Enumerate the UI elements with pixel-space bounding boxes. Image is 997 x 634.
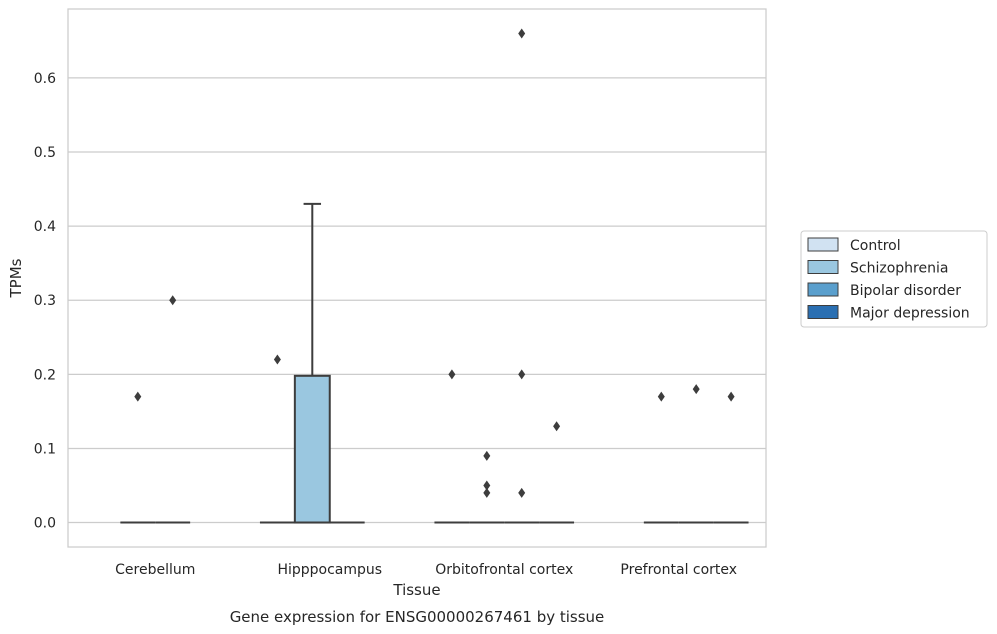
x-tick-labels: Cerebellum Hipppocampus Orbitofrontal cort… <box>115 562 737 578</box>
y-tick-label: 0.2 <box>34 367 56 383</box>
legend-label: Major depression <box>850 306 970 322</box>
y-tick-label: 0.5 <box>34 145 56 161</box>
outlier-point <box>273 354 281 365</box>
legend-swatch <box>807 282 839 297</box>
outlier-point <box>134 391 142 402</box>
y-tick-label: 0.6 <box>34 71 56 87</box>
outlier-point <box>657 391 665 402</box>
legend: Control Schizophrenia Bipolar disorder Majo… <box>800 230 988 328</box>
outlier-point <box>448 369 456 380</box>
y-tick-labels: 0.0 0.1 0.2 0.3 0.4 0.5 0.6 <box>34 71 56 532</box>
outlier-point <box>518 487 526 498</box>
legend-swatch <box>807 237 839 252</box>
outlier-point <box>169 295 177 306</box>
y-axis-label: TPMs <box>7 258 25 298</box>
boxes <box>120 202 749 524</box>
legend-items: Control Schizophrenia Bipolar disorder Majo… <box>807 237 970 322</box>
outlier-point <box>727 391 735 402</box>
legend-swatch <box>807 260 839 274</box>
outlier-point <box>483 450 491 461</box>
legend-label: Schizophrenia <box>850 261 948 277</box>
grid-lines <box>68 77 766 524</box>
x-tick-label: Hipppocampus <box>277 562 382 578</box>
legend-swatch <box>807 305 839 319</box>
outlier-point <box>553 421 561 432</box>
box-body <box>293 374 331 524</box>
y-tick-label: 0.3 <box>34 293 56 309</box>
plot-frame <box>67 8 767 548</box>
outlier-point <box>483 480 491 491</box>
legend-label: Control <box>850 238 901 254</box>
box-schizophrenia <box>293 202 331 524</box>
outlier-point <box>518 28 526 39</box>
x-tick-label: Orbitofrontal cortex <box>435 562 573 578</box>
y-tick-label: 0.0 <box>34 516 56 532</box>
x-tick-label: Prefrontal cortex <box>620 562 737 578</box>
outlier-point <box>692 384 700 395</box>
legend-label: Bipolar disorder <box>850 283 961 299</box>
legend-frame <box>800 230 988 328</box>
outlier-points <box>134 28 735 498</box>
x-axis-label: Tissue <box>392 581 440 599</box>
outlier-point <box>518 369 526 380</box>
chart-title: Gene expression for ENSG00000267461 by t… <box>230 608 605 626</box>
outlier-point <box>483 487 491 498</box>
x-tick-label: Cerebellum <box>115 562 195 578</box>
y-tick-label: 0.4 <box>34 219 56 235</box>
y-tick-label: 0.1 <box>34 441 56 457</box>
